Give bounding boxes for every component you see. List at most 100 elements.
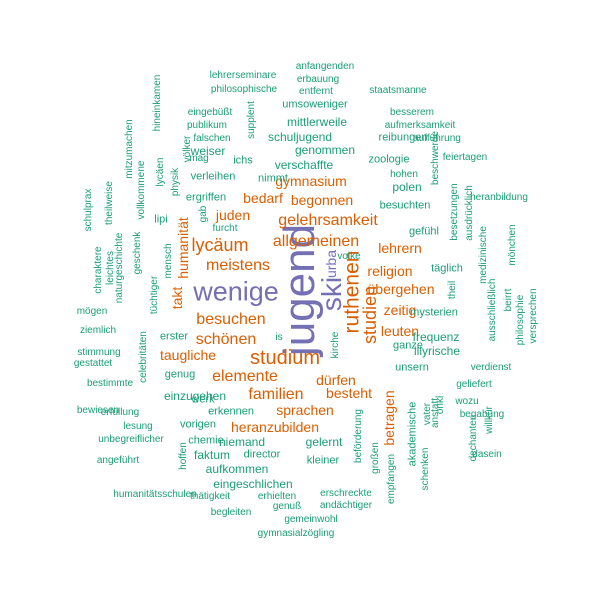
- word-15: humanität: [175, 217, 191, 279]
- word-138: eingeschlichen: [213, 477, 293, 491]
- word-58: feiertagen: [442, 152, 488, 163]
- word-18: bedarf: [243, 190, 283, 206]
- word-63: verleihen: [190, 170, 236, 183]
- word-139: schenken: [420, 447, 431, 491]
- word-141: humanitätsschulen: [113, 489, 197, 500]
- word-84: täglich: [431, 262, 463, 275]
- word-132: hoffen: [178, 442, 189, 470]
- word-33: erbauung: [296, 74, 340, 85]
- word-120: chemie: [188, 434, 224, 447]
- word-111: werk: [191, 393, 215, 406]
- word-116: begabung: [459, 409, 505, 420]
- word-100: kirche: [330, 331, 341, 359]
- word-42: publikum: [186, 120, 228, 131]
- word-35: philosophische: [210, 84, 278, 95]
- word-38: hineinkamen: [152, 74, 163, 132]
- word-131: angeführt: [96, 455, 140, 466]
- word-23: zeitig: [383, 302, 417, 318]
- word-108: bestimmte: [86, 378, 134, 389]
- word-69: ergriffen: [185, 191, 227, 204]
- word-90: ausschließlich: [487, 278, 498, 342]
- word-49: mitzumachen: [124, 119, 135, 179]
- word-89: beirrt: [503, 288, 514, 312]
- word-114: erkennen: [208, 405, 254, 418]
- word-122: gelernt: [305, 435, 343, 449]
- word-81: charaktere: [93, 246, 104, 294]
- word-45: aufmerksamkeit: [384, 120, 456, 131]
- word-60: physik: [170, 167, 181, 197]
- word-65: polen: [392, 180, 422, 194]
- word-52: genommen: [294, 143, 356, 157]
- word-135: beförderung: [353, 409, 364, 463]
- word-66: schulprax: [83, 188, 94, 232]
- word-73: gab: [198, 205, 209, 223]
- word-34: lehrerseminare: [209, 70, 277, 81]
- word-67: theilweise: [104, 181, 115, 225]
- word-4: studium: [249, 347, 321, 369]
- word-92: versprechen: [528, 288, 539, 344]
- word-19: juden: [215, 207, 251, 223]
- word-31: takt: [169, 286, 185, 310]
- word-146: andächtiger: [319, 500, 373, 511]
- word-59: lycäen: [155, 157, 166, 187]
- word-126: onkl: [435, 395, 446, 415]
- word-36: entfernt: [299, 86, 333, 97]
- word-70: besuchten: [379, 199, 431, 212]
- word-133: aufkommen: [205, 462, 269, 476]
- word-21: religion: [367, 263, 413, 279]
- word-10: gelehrsamkeit: [278, 212, 378, 229]
- word-143: erhielten: [257, 491, 297, 502]
- word-97: is: [275, 332, 283, 343]
- word-72: heranbildung: [470, 192, 528, 203]
- word-95: mysterien: [410, 306, 458, 319]
- word-127: willkür: [484, 406, 495, 434]
- word-28: sprachen: [276, 402, 334, 418]
- word-117: vorigen: [179, 418, 217, 431]
- word-91: philosophie: [515, 294, 526, 346]
- word-93: mögen: [76, 306, 108, 317]
- word-57: beschwerde: [430, 131, 441, 185]
- word-62: hohen: [390, 169, 418, 180]
- word-103: stimmung: [77, 347, 121, 358]
- word-61: verschaffte: [274, 158, 334, 172]
- word-86: mönchen: [507, 224, 518, 266]
- word-46: falschen: [193, 133, 231, 144]
- word-78: naturgeschichte: [114, 232, 125, 304]
- word-16: gymnasium: [275, 173, 347, 189]
- word-20: lehrern: [378, 240, 422, 256]
- word-40: umsoweniger: [282, 98, 348, 111]
- word-96: erster: [159, 330, 189, 343]
- word-101: ganze: [393, 339, 423, 352]
- word-109: geliefert: [456, 379, 492, 390]
- word-43: supplent: [246, 101, 257, 139]
- word-99: celebritäten: [138, 331, 149, 383]
- word-142: thätigkeit: [189, 491, 231, 502]
- word-64: nimmt: [258, 172, 288, 185]
- word-41: besserem: [390, 107, 434, 118]
- word-147: begleiten: [210, 507, 252, 518]
- word-106: unsern: [395, 361, 429, 374]
- word-129: faktum: [193, 448, 231, 462]
- word-83: volke: [337, 251, 361, 262]
- word-87: tüchtiger: [149, 275, 160, 315]
- word-55: ichs: [233, 154, 253, 167]
- word-74: ausdrücklich: [464, 185, 475, 241]
- word-32: anfangenden: [295, 61, 355, 72]
- word-12: schönen: [195, 331, 257, 348]
- word-39: eingebüßt: [187, 107, 233, 118]
- word-148: gemeinwohl: [284, 514, 338, 525]
- word-25: taugliche: [159, 347, 217, 363]
- word-26: dürfen: [316, 372, 356, 388]
- word-54: mag: [189, 153, 209, 164]
- word-94: ziemlich: [79, 325, 117, 336]
- word-149: gymnasialzögling: [257, 528, 335, 539]
- word-134: kleiner: [306, 454, 340, 467]
- word-1: wenige: [193, 276, 279, 307]
- word-3: urba: [323, 249, 339, 279]
- word-48: aufführung: [413, 133, 461, 144]
- word-145: genuß: [272, 501, 302, 512]
- word-68: vollkommene: [136, 160, 147, 220]
- word-105: genug: [164, 368, 196, 381]
- word-22: übergehen: [367, 281, 435, 297]
- word-17: begonnen: [290, 192, 354, 208]
